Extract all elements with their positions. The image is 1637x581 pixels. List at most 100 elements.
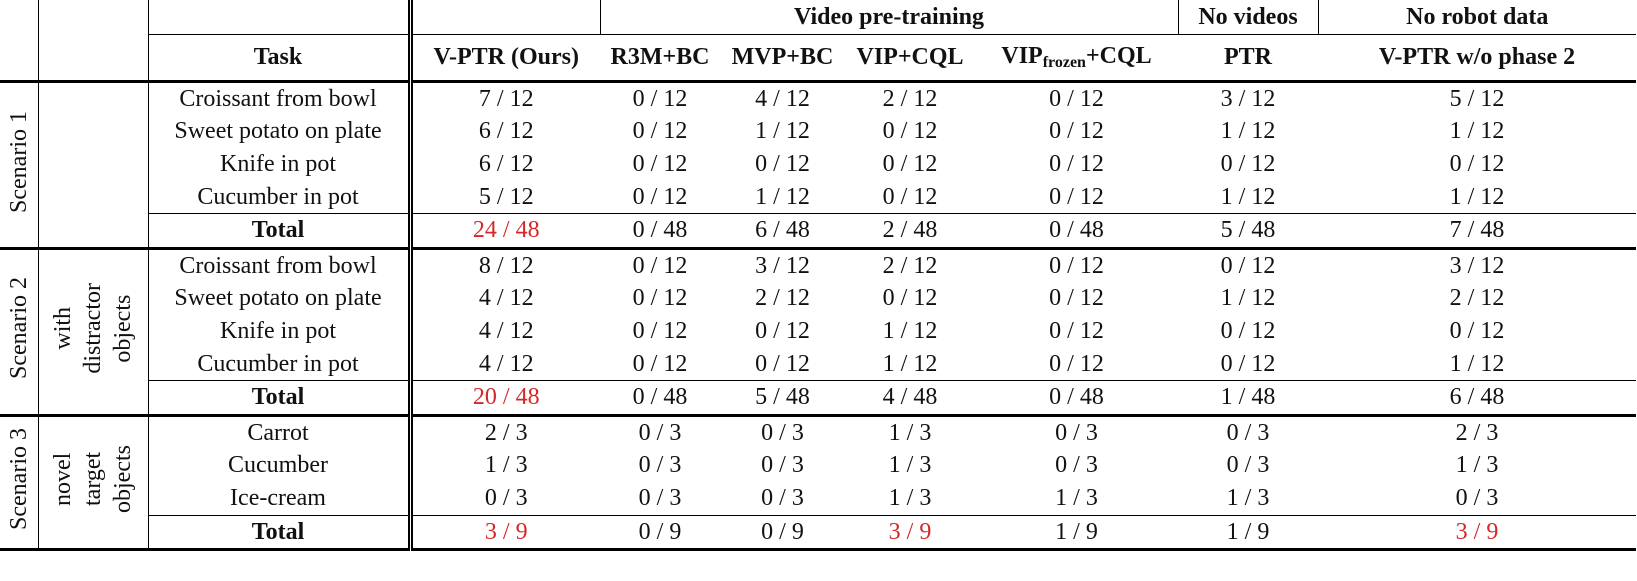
scenario-note [37,81,148,250]
task-cell: Sweet potato on plate [147,282,410,316]
value-cell: 0 / 12 [1049,118,1104,145]
value-cell: 1 / 3 [1055,484,1098,511]
value-cell: 0 / 12 [1449,150,1505,177]
column-header: V-PTR w/o phase 2 [1318,34,1636,83]
data-row: Scenario 2 with distractor objects Croissant… [0,248,1636,417]
value-cell: 6 / 48 [720,213,845,250]
value-cell: 4 / 12 [755,85,810,112]
value-cell: 0 / 12 [632,317,688,344]
header-text: +CQL [1085,43,1152,69]
note-text: novel target objects [48,445,138,513]
value-cell: 0 / 12 [632,183,688,210]
value-cell: 0 / 12 [882,150,938,177]
data-row: Scenario 1 Croissant from bowl 7 / 12 0 / 1… [0,81,1636,250]
cell [0,0,38,35]
note-line: objects [110,294,136,363]
results-table: Video pre-training No videos No robot data… [0,0,1636,552]
group-header: No videos [1177,0,1318,35]
total-row: Total 24 / 48 0 / 48 6 / 48 2 / 48 0 / 48 5 / … [0,213,1636,250]
value-cell: 2 / 12 [1449,285,1505,312]
scenario-note: novel target objects [37,415,148,552]
value-cell: 0 / 3 [638,484,682,511]
value-cell: 0 / 12 [755,350,810,377]
value-cell: 0 / 3 [1055,452,1098,479]
value-cell: 1 / 3 [888,484,932,511]
value-cell: 1 / 9 [975,514,1178,552]
value-cell: 0 / 12 [1220,150,1276,177]
task-cell: Total [147,380,410,417]
header-subscript: frozen [1042,54,1086,71]
value-cell: 8 / 12 [407,248,600,283]
value-cell: 2 / 48 [845,213,975,250]
value-cell: 7 / 48 [1318,213,1636,250]
value-cell: 0 / 12 [632,85,688,112]
scenario-note: with distractor objects [37,248,148,417]
task-cell: Knife in pot [147,148,410,181]
total-row: Total 20 / 48 0 / 48 5 / 48 4 / 48 0 / 48 1 / … [0,380,1636,417]
value-cell: 1 / 12 [882,350,938,377]
value-cell: 4 / 48 [845,380,975,417]
task-cell: Knife in pot [147,315,410,348]
column-header: VIP+CQL [845,34,975,83]
value-cell: 2 / 12 [882,85,938,112]
note-line: target [80,452,106,507]
scenario-label: Scenario 3 [0,415,38,552]
value-cell: 0 / 12 [632,285,688,312]
value-cell: 6 / 12 [407,148,600,181]
value-cell: 0 / 12 [1049,317,1104,344]
scenario-label: Scenario 1 [0,81,38,250]
data-row: Sweet potato on plate 4 / 12 0 / 12 2 / 12 0… [0,282,1636,316]
value-cell: 0 / 12 [1220,252,1276,279]
value-cell: 0 / 12 [882,183,938,210]
note-text: with distractor objects [48,283,138,374]
value-cell: 0 / 3 [761,452,804,479]
value-cell: 1 / 3 [407,449,600,483]
cell [0,34,38,83]
note-line: novel [50,452,76,506]
scenario-label: Scenario 2 [0,248,38,417]
task-cell: Carrot [147,415,410,450]
header-text: VIP [1001,43,1043,69]
value-cell: 20 / 48 [407,380,600,417]
value-cell: 1 / 12 [1449,118,1505,145]
value-cell: 1 / 12 [1220,118,1276,145]
value-cell: 0 / 12 [755,317,810,344]
cell [147,0,410,35]
value-cell: 4 / 12 [407,282,600,316]
task-cell: Total [147,514,410,552]
value-cell: 1 / 12 [1449,350,1505,377]
column-header: VIPfrozen+CQL [975,34,1178,83]
value-cell: 3 / 12 [755,252,810,279]
value-cell: 1 / 12 [755,183,810,210]
value-cell: 1 / 3 [888,452,932,479]
value-cell: 0 / 12 [882,118,938,145]
value-cell: 4 / 12 [407,347,600,381]
value-cell: 0 / 12 [1049,183,1104,210]
data-row: Scenario 3 novel target objects Carrot 2 / 3 0… [0,415,1636,552]
data-row: Sweet potato on plate 6 / 12 0 / 12 1 / 12 0… [0,115,1636,149]
value-cell: 2 / 3 [407,415,600,450]
task-cell: Sweet potato on plate [147,115,410,149]
value-cell: 0 / 3 [1226,419,1270,446]
value-cell: 2 / 12 [882,252,938,279]
scenario-text: Scenario 3 [5,428,32,531]
scenario-text: Scenario 1 [5,110,32,213]
value-cell: 2 / 12 [755,285,810,312]
value-cell: 3 / 12 [1449,252,1505,279]
column-header-row: Task V-PTR (Ours) R3M+BC MVP+BC VIP+CQL VIPfr… [0,34,1636,83]
value-cell: 0 / 12 [1220,350,1276,377]
column-header: PTR [1178,34,1318,83]
value-cell: 0 / 12 [632,350,688,377]
scenario-text: Scenario 2 [5,277,32,380]
value-cell: 0 / 3 [1055,419,1098,446]
value-cell: 0 / 3 [638,419,682,446]
value-cell: 3 / 9 [845,514,975,552]
task-cell: Ice-cream [147,482,410,516]
value-cell: 3 / 9 [407,514,600,552]
value-cell: 1 / 12 [882,317,938,344]
value-cell: 0 / 3 [407,482,600,516]
data-row: Cucumber in pot 4 / 12 0 / 12 0 / 12 1 / 12 0… [0,347,1636,381]
value-cell: 4 / 12 [407,315,600,348]
value-cell: 0 / 48 [600,380,720,417]
